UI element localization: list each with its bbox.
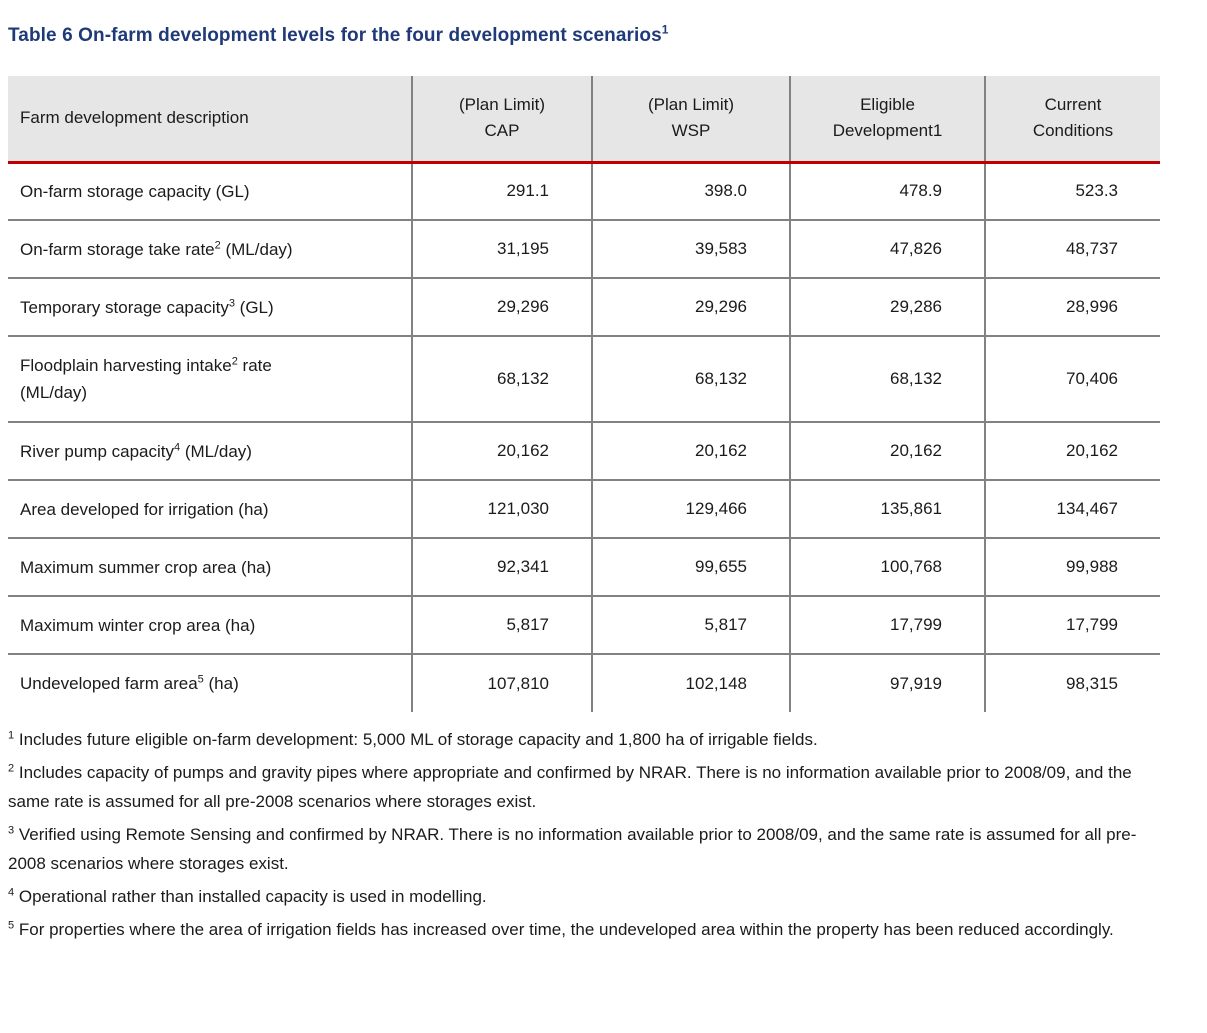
table-row: Maximum summer crop area (ha) 92,341 99,… xyxy=(8,538,1160,597)
row-label: Maximum winter crop area (ha) xyxy=(8,596,412,655)
cell-value: 92,341 xyxy=(411,538,592,597)
cell-value: 29,286 xyxy=(789,278,985,337)
cell-value: 98,315 xyxy=(984,654,1160,712)
table-caption-footnote-ref: 1 xyxy=(661,22,669,37)
cell-value: 97,919 xyxy=(789,654,985,712)
cell-value: 70,406 xyxy=(984,336,1160,423)
column-header-line: WSP xyxy=(671,121,711,141)
cell-value: 47,826 xyxy=(789,220,985,279)
table-caption-text: Table 6 On-farm development levels for t… xyxy=(8,25,662,46)
cell-value: 478.9 xyxy=(789,162,985,221)
cell-value: 29,296 xyxy=(411,278,592,337)
cell-value: 48,737 xyxy=(984,220,1160,279)
column-header-line: Eligible xyxy=(860,95,915,115)
cell-value: 102,148 xyxy=(591,654,790,712)
on-farm-development-table: Farm development description (Plan Limit… xyxy=(8,76,1160,712)
table-row: On-farm storage take rate2 (ML/day) 31,1… xyxy=(8,220,1160,279)
table-row: Area developed for irrigation (ha) 121,0… xyxy=(8,480,1160,539)
cell-value: 68,132 xyxy=(591,336,790,423)
column-header-cap: (Plan Limit) CAP xyxy=(411,76,592,164)
footnote: 2 Includes capacity of pumps and gravity… xyxy=(8,762,1132,811)
row-label: Undeveloped farm area5 (ha) xyxy=(20,673,239,693)
cell-value: 20,162 xyxy=(411,422,592,481)
table-row: Undeveloped farm area5 (ha) 107,810 102,… xyxy=(8,654,1160,712)
cell-value: 523.3 xyxy=(984,162,1160,221)
row-label: Maximum summer crop area (ha) xyxy=(8,538,412,597)
cell-value: 31,195 xyxy=(411,220,592,279)
cell-value: 68,132 xyxy=(411,336,592,423)
table-row: On-farm storage capacity (GL) 291.1 398.… xyxy=(8,162,1160,221)
column-header-current-conditions: Current Conditions xyxy=(984,76,1160,164)
table-row: Floodplain harvesting intake2 rate (ML/da… xyxy=(8,336,1160,423)
column-header-line: (Plan Limit) xyxy=(459,95,545,115)
table-caption: Table 6 On-farm development levels for t… xyxy=(8,22,1207,47)
cell-value: 29,296 xyxy=(591,278,790,337)
table-row: River pump capacity4 (ML/day) 20,162 20,… xyxy=(8,422,1160,481)
row-label: Area developed for irrigation (ha) xyxy=(8,480,412,539)
cell-value: 107,810 xyxy=(411,654,592,712)
cell-value: 39,583 xyxy=(591,220,790,279)
cell-value: 99,988 xyxy=(984,538,1160,597)
column-header-line: Development1 xyxy=(832,121,943,141)
column-header-line: Current xyxy=(1044,95,1102,115)
cell-value: 20,162 xyxy=(591,422,790,481)
cell-value: 135,861 xyxy=(789,480,985,539)
table-row: Maximum winter crop area (ha) 5,817 5,81… xyxy=(8,596,1160,655)
cell-value: 20,162 xyxy=(789,422,985,481)
row-label: Temporary storage capacity3 (GL) xyxy=(8,278,412,337)
cell-value: 129,466 xyxy=(591,480,790,539)
row-label: River pump capacity4 (ML/day) xyxy=(8,422,412,481)
column-header-line: Conditions xyxy=(1032,121,1114,141)
footnote: 5 For properties where the area of irrig… xyxy=(8,919,1114,939)
footnotes: 1 Includes future eligible on-farm devel… xyxy=(8,725,1160,944)
table-header-row: Farm development description (Plan Limit… xyxy=(8,76,1160,164)
column-header-description: Farm development description xyxy=(8,76,412,164)
cell-value: 99,655 xyxy=(591,538,790,597)
cell-value: 100,768 xyxy=(789,538,985,597)
cell-value: 68,132 xyxy=(789,336,985,423)
footnote: 4 Operational rather than installed capa… xyxy=(8,886,487,906)
cell-value: 398.0 xyxy=(591,162,790,221)
cell-value: 5,817 xyxy=(411,596,592,655)
column-header-line: CAP xyxy=(484,121,520,141)
table-row: Temporary storage capacity3 (GL) 29,296 … xyxy=(8,278,1160,337)
cell-value: 20,162 xyxy=(984,422,1160,481)
cell-value: 121,030 xyxy=(411,480,592,539)
row-label: Floodplain harvesting intake2 rate (ML/da… xyxy=(8,336,412,423)
cell-value: 28,996 xyxy=(984,278,1160,337)
row-label-line2: (ML/day) xyxy=(20,383,88,402)
column-header-wsp: (Plan Limit) WSP xyxy=(591,76,790,164)
row-label: On-farm storage capacity (GL) xyxy=(8,162,412,221)
cell-value: 17,799 xyxy=(984,596,1160,655)
cell-value: 291.1 xyxy=(411,162,592,221)
cell-value: 134,467 xyxy=(984,480,1160,539)
footnote: 1 Includes future eligible on-farm devel… xyxy=(8,729,818,749)
column-header-eligible-development: Eligible Development1 xyxy=(789,76,985,164)
column-header-line: (Plan Limit) xyxy=(648,95,734,115)
row-label: On-farm storage take rate2 (ML/day) xyxy=(8,220,412,279)
footnote: 3 Verified using Remote Sensing and conf… xyxy=(8,824,1137,873)
cell-value: 17,799 xyxy=(789,596,985,655)
cell-value: 5,817 xyxy=(591,596,790,655)
